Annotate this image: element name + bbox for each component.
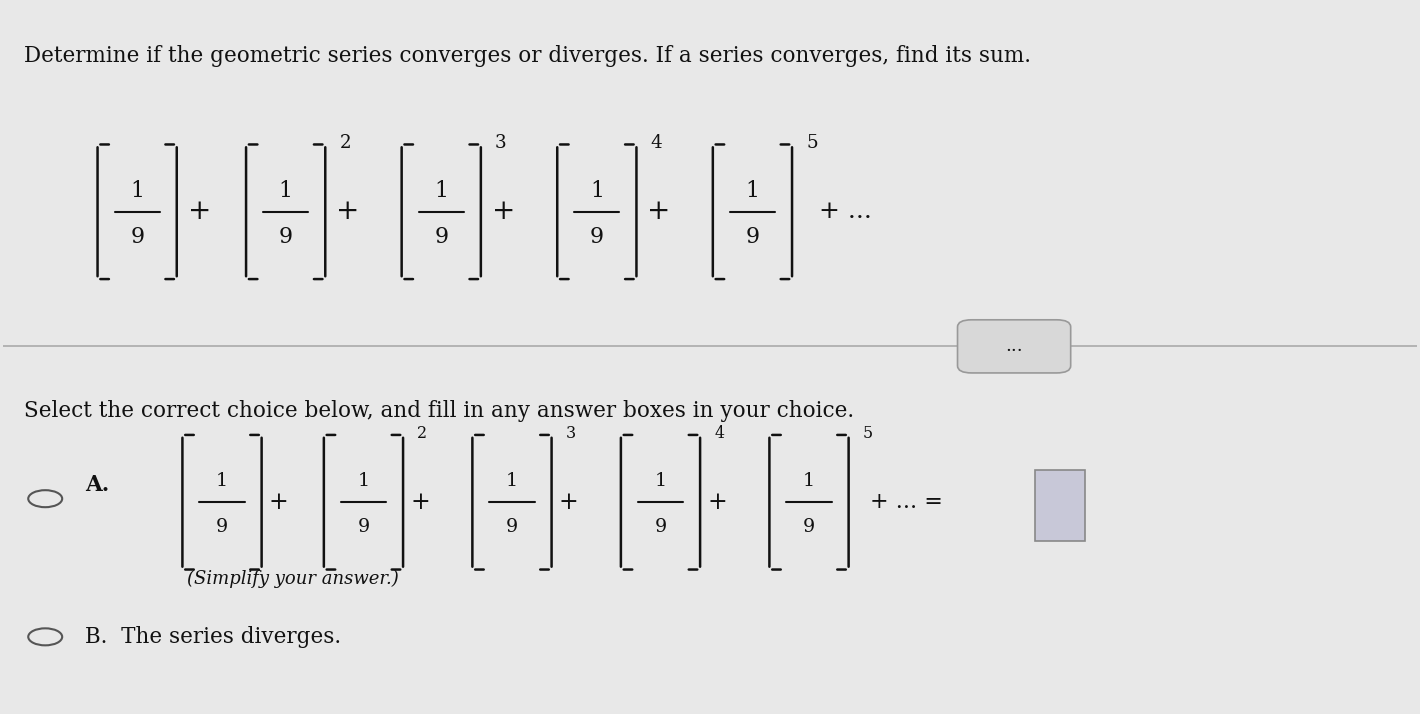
FancyBboxPatch shape [957, 320, 1071, 373]
Text: +: + [491, 198, 515, 226]
Text: (Simplify your answer.): (Simplify your answer.) [186, 570, 399, 588]
Text: 9: 9 [216, 518, 229, 536]
Text: B.  The series diverges.: B. The series diverges. [85, 626, 341, 648]
Text: 9: 9 [131, 226, 145, 248]
Text: +: + [707, 491, 727, 514]
Text: Determine if the geometric series converges or diverges. If a series converges, : Determine if the geometric series conver… [24, 45, 1031, 67]
Text: Select the correct choice below, and fill in any answer boxes in your choice.: Select the correct choice below, and fil… [24, 400, 853, 421]
Text: 2: 2 [417, 425, 427, 442]
Text: +: + [410, 491, 430, 514]
Text: 4: 4 [714, 425, 724, 442]
Text: 9: 9 [655, 518, 666, 536]
Text: 1: 1 [216, 472, 229, 490]
Text: 1: 1 [589, 179, 604, 201]
Text: +: + [187, 198, 212, 226]
Text: 1: 1 [358, 472, 369, 490]
FancyBboxPatch shape [1035, 471, 1085, 541]
Text: 3: 3 [565, 425, 577, 442]
Text: + ...: + ... [819, 200, 872, 223]
Text: 1: 1 [802, 472, 815, 490]
Text: + ... =: + ... = [870, 491, 943, 513]
Text: +: + [268, 491, 288, 514]
Text: 9: 9 [358, 518, 369, 536]
Text: 1: 1 [131, 179, 145, 201]
Text: ...: ... [1005, 338, 1022, 356]
Text: +: + [337, 198, 359, 226]
Text: 9: 9 [278, 226, 293, 248]
Text: A.: A. [85, 473, 109, 496]
Text: 1: 1 [278, 179, 293, 201]
Text: 5: 5 [863, 425, 873, 442]
Text: 2: 2 [339, 134, 351, 151]
Text: 9: 9 [589, 226, 604, 248]
Text: 4: 4 [650, 134, 662, 151]
Text: +: + [558, 491, 578, 514]
Text: 1: 1 [506, 472, 518, 490]
Text: 9: 9 [435, 226, 449, 248]
Text: +: + [648, 198, 670, 226]
Text: 1: 1 [746, 179, 760, 201]
Text: 1: 1 [655, 472, 666, 490]
Text: 9: 9 [802, 518, 815, 536]
Text: 9: 9 [506, 518, 518, 536]
Text: 1: 1 [435, 179, 449, 201]
Text: 9: 9 [746, 226, 760, 248]
Text: 5: 5 [807, 134, 818, 151]
Text: 3: 3 [496, 134, 507, 151]
